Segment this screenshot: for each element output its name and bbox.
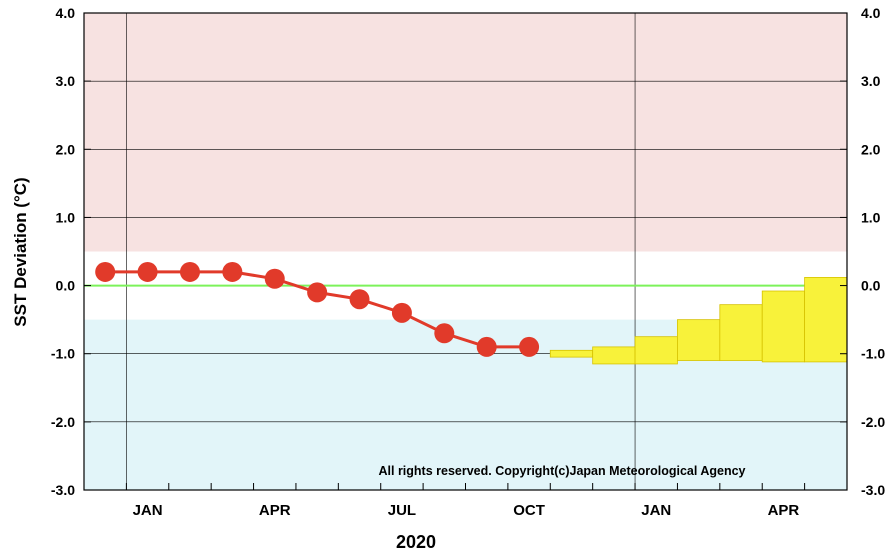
y-tick-label-left: 1.0 xyxy=(56,209,76,225)
y-tick-label-right: -1.0 xyxy=(861,346,885,362)
observed-point xyxy=(391,302,412,323)
x-tick-label: JAN xyxy=(133,502,163,519)
observed-point xyxy=(434,323,455,344)
forecast-range-box xyxy=(804,276,848,363)
observed-point xyxy=(349,289,370,310)
y-tick-label-right: 2.0 xyxy=(861,141,881,157)
warm-band xyxy=(84,13,847,252)
observed-point xyxy=(519,336,540,357)
x-tick-label: OCT xyxy=(513,502,545,519)
grid-lines xyxy=(84,13,847,490)
y-tick-label-right: -3.0 xyxy=(861,482,885,498)
forecast-range-box xyxy=(549,349,594,358)
y-tick-label-left: 2.0 xyxy=(56,141,76,157)
forecast-range-box xyxy=(761,290,806,363)
forecast-range-box xyxy=(719,304,763,361)
y-tick-label-right: -2.0 xyxy=(861,414,885,430)
x-tick-label: JUL xyxy=(388,502,416,519)
observed-series xyxy=(95,261,540,357)
observed-point xyxy=(222,261,243,282)
x-tick-label: APR xyxy=(259,502,291,519)
x-axis-ticks: JAN APR JUL OCT JAN APR xyxy=(125,483,848,519)
observed-point xyxy=(179,261,200,282)
forecast-range-boxes xyxy=(549,276,848,365)
y-tick-label-left: -1.0 xyxy=(51,346,75,362)
y-axis-left-ticks: 4.0 3.0 2.0 1.0 0.0 -1.0 -2.0 -3.0 xyxy=(51,5,91,498)
forecast-range-box xyxy=(677,319,721,361)
x-tick-label: APR xyxy=(768,502,800,519)
y-tick-label-left: 0.0 xyxy=(56,278,76,294)
x-axis-label: 2020 xyxy=(396,532,436,552)
y-tick-label-right: 1.0 xyxy=(861,209,881,225)
y-tick-label-right: 4.0 xyxy=(861,5,881,21)
forecast-range-box xyxy=(634,336,678,365)
observed-point xyxy=(307,282,328,303)
y-tick-label-left: -2.0 xyxy=(51,414,75,430)
y-tick-label-right: 3.0 xyxy=(861,73,881,89)
observed-point xyxy=(95,261,116,282)
y-tick-label-left: -3.0 xyxy=(51,482,75,498)
y-axis-right-ticks: 4.0 3.0 2.0 1.0 0.0 -1.0 -2.0 -3.0 xyxy=(840,5,885,498)
y-axis-label: SST Deviation (°C) xyxy=(11,177,30,326)
observed-point xyxy=(476,336,497,357)
threshold-bands xyxy=(84,13,847,490)
observed-point xyxy=(264,268,285,289)
y-tick-label-left: 3.0 xyxy=(56,73,76,89)
forecast-range-box xyxy=(592,346,636,365)
x-tick-label: JAN xyxy=(641,502,671,519)
y-tick-label-right: 0.0 xyxy=(861,278,881,294)
y-tick-label-left: 4.0 xyxy=(56,5,76,21)
copyright-annotation: All rights reserved. Copyright(c)Japan M… xyxy=(379,464,746,478)
observed-point xyxy=(137,261,158,282)
